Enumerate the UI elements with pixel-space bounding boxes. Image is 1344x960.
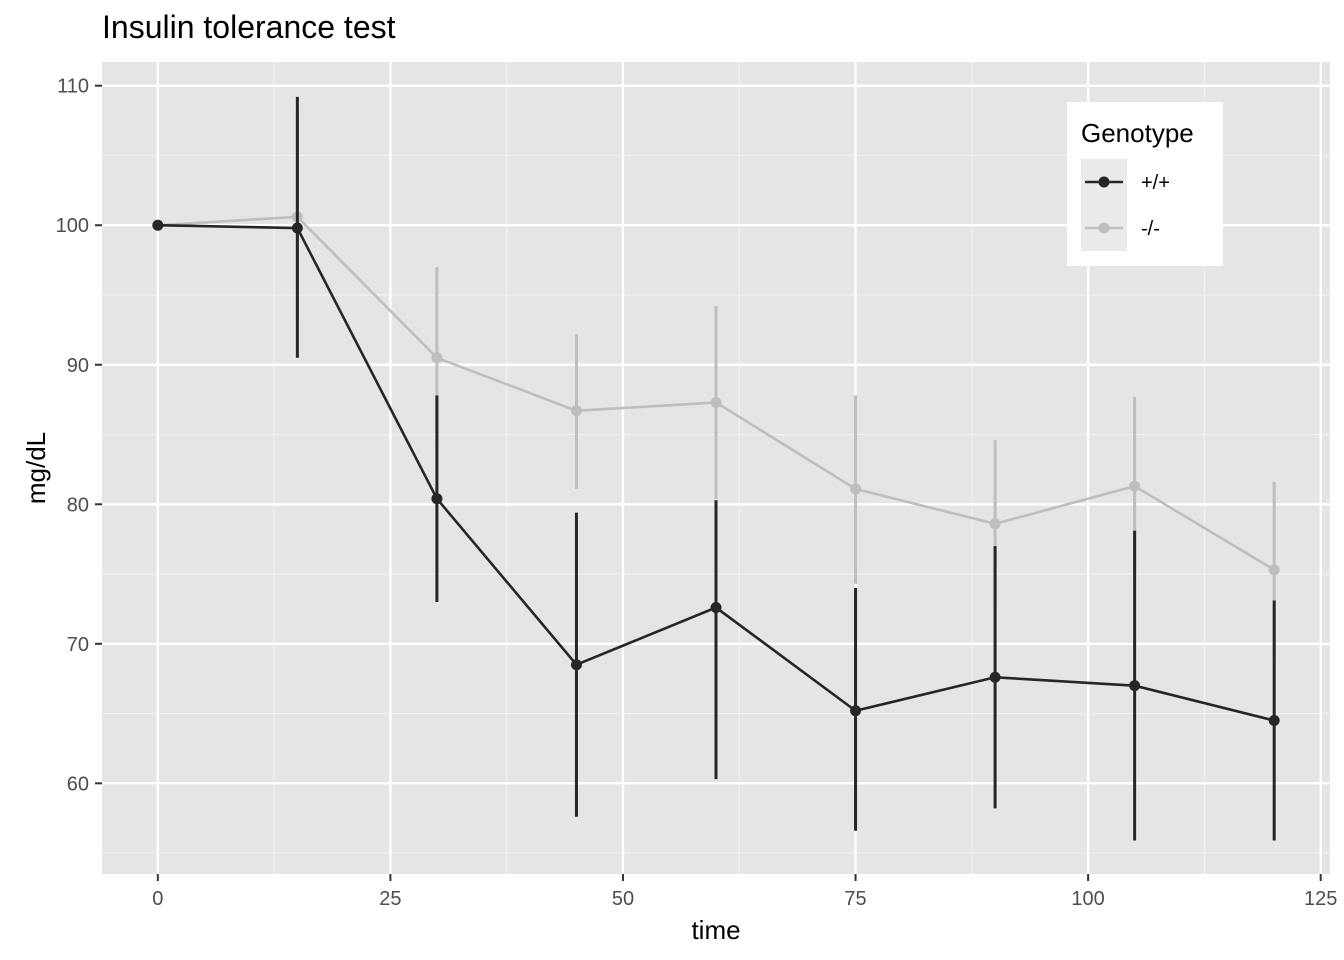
point-wildtype <box>152 219 164 231</box>
legend-point-wildtype <box>1098 176 1110 188</box>
y-tick-label: 100 <box>56 215 89 237</box>
y-axis-title: mg/dL <box>21 432 51 504</box>
point-knockout <box>850 483 862 495</box>
legend-label-wildtype: +/+ <box>1141 172 1170 194</box>
point-knockout <box>710 396 722 408</box>
legend-items: +/+ -/- <box>1081 159 1170 251</box>
x-axis-title: time <box>691 915 740 945</box>
legend-point-knockout <box>1098 222 1110 234</box>
x-tick-label: 125 <box>1304 888 1337 910</box>
point-wildtype <box>989 671 1001 683</box>
series-wildtype <box>152 96 1280 841</box>
x-tick-label: 50 <box>612 888 634 910</box>
chart-title: Insulin tolerance test <box>102 9 396 45</box>
point-wildtype <box>850 705 862 717</box>
x-axis: 0 25 50 75 100 125 <box>152 874 1337 910</box>
y-axis: 60 70 80 90 100 110 <box>56 76 102 795</box>
point-wildtype <box>1129 680 1141 692</box>
point-wildtype <box>291 222 303 234</box>
y-tick-label: 80 <box>67 494 89 516</box>
point-knockout <box>989 518 1001 530</box>
point-wildtype <box>710 602 722 614</box>
point-wildtype <box>431 493 443 505</box>
legend-title: Genotype <box>1081 118 1194 148</box>
point-knockout <box>1268 564 1280 576</box>
x-tick-label: 0 <box>152 888 163 910</box>
y-tick-label: 70 <box>67 634 89 656</box>
y-tick-label: 110 <box>57 76 89 98</box>
y-tick-label: 90 <box>67 355 89 377</box>
legend-label-knockout: -/- <box>1141 218 1160 240</box>
point-knockout <box>431 352 443 364</box>
series-layer <box>152 96 1280 841</box>
y-tick-label: 60 <box>67 773 89 795</box>
x-tick-label: 25 <box>379 888 401 910</box>
x-tick-label: 75 <box>844 888 866 910</box>
point-knockout <box>1129 480 1141 492</box>
x-tick-label: 100 <box>1071 888 1104 910</box>
legend: Genotype +/+ -/- <box>1067 102 1223 266</box>
point-wildtype <box>1268 715 1280 727</box>
point-wildtype <box>570 659 582 671</box>
point-knockout <box>570 405 582 417</box>
